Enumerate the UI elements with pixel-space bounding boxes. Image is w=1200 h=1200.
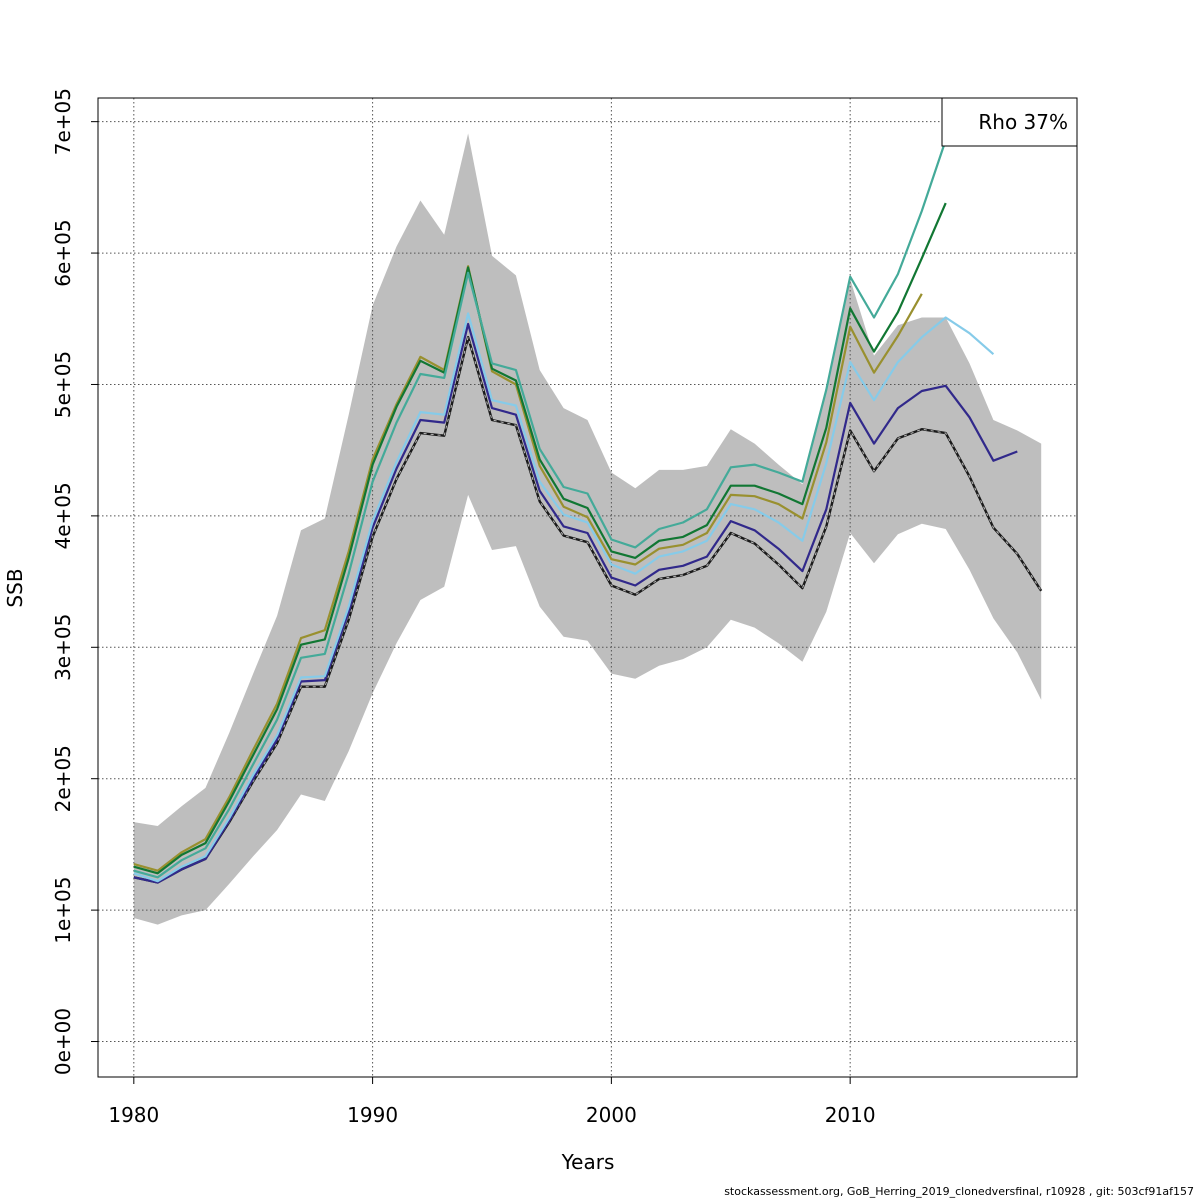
series-line-1 — [133, 322, 1018, 884]
y-tick-label-5: 5e+05 — [51, 351, 75, 418]
y-tick-label-4: 4e+05 — [51, 482, 75, 549]
legend: Rho 37% — [941, 97, 1078, 147]
grid-layer — [98, 98, 1077, 1077]
y-tick-label-0: 0e+00 — [51, 1008, 75, 1075]
confidence-band-layer — [133, 133, 1042, 925]
y-tick-label-7: 7e+05 — [51, 88, 75, 155]
x-tick-label-1990: 1990 — [347, 1103, 398, 1127]
y-tick-label-2: 2e+05 — [51, 745, 75, 812]
x-tick-label-2000: 2000 — [586, 1103, 637, 1127]
confidence-band — [133, 133, 1042, 925]
series-line-3 — [133, 265, 923, 872]
y-tick-label-1: 1e+05 — [51, 876, 75, 943]
plot-frame — [97, 97, 1078, 1078]
series-line-2 — [133, 312, 995, 883]
series-layer — [133, 98, 1043, 884]
series-line-4 — [133, 202, 947, 875]
axis-layer: 1980 1990 2000 2010 0e+00 1e+05 2e+05 3e+05 4e+0… — [51, 88, 876, 1127]
x-axis-title: Years — [561, 1150, 615, 1174]
y-axis-title: SSB — [3, 568, 27, 607]
series-line-0-dash — [133, 335, 1042, 884]
series-line-5 — [133, 98, 961, 879]
legend-box — [941, 97, 1078, 147]
footer-credit: stockassessment.org, GoB_Herring_2019_cl… — [724, 1185, 1194, 1198]
x-tick-label-1980: 1980 — [108, 1103, 159, 1127]
y-tick-label-6: 6e+05 — [51, 219, 75, 286]
legend-text: Rho 37% — [978, 110, 1068, 134]
x-tick-label-2010: 2010 — [825, 1103, 876, 1127]
y-tick-label-3: 3e+05 — [51, 614, 75, 681]
